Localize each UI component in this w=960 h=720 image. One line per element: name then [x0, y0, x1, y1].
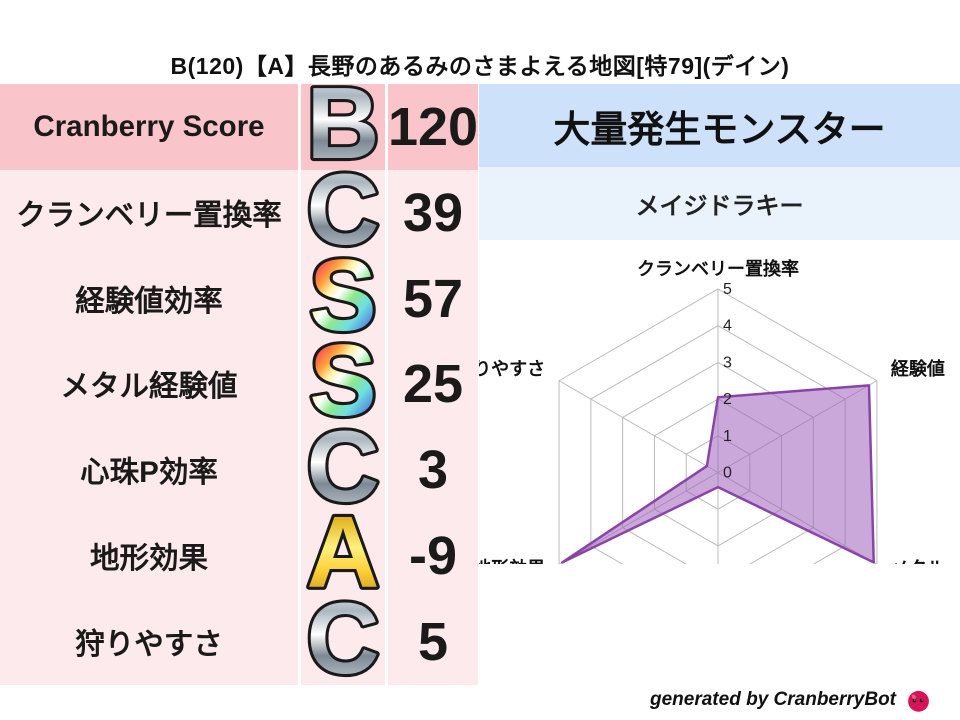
svg-text:4: 4: [723, 318, 732, 335]
svg-text:狩りやすさ: 狩りやすさ: [479, 358, 545, 379]
svg-text:1: 1: [723, 428, 732, 445]
svg-text:メタル: メタル: [891, 558, 945, 564]
svg-text:地形効果: 地形効果: [479, 557, 546, 564]
svg-text:2: 2: [723, 391, 732, 408]
svg-text:クランベリー置換率: クランベリー置換率: [637, 258, 799, 279]
svg-text:5: 5: [723, 281, 732, 298]
svg-text:3: 3: [723, 354, 732, 371]
svg-text:経験値: 経験値: [891, 358, 945, 379]
svg-text:C: C: [307, 586, 380, 695]
svg-text:0: 0: [723, 465, 732, 482]
